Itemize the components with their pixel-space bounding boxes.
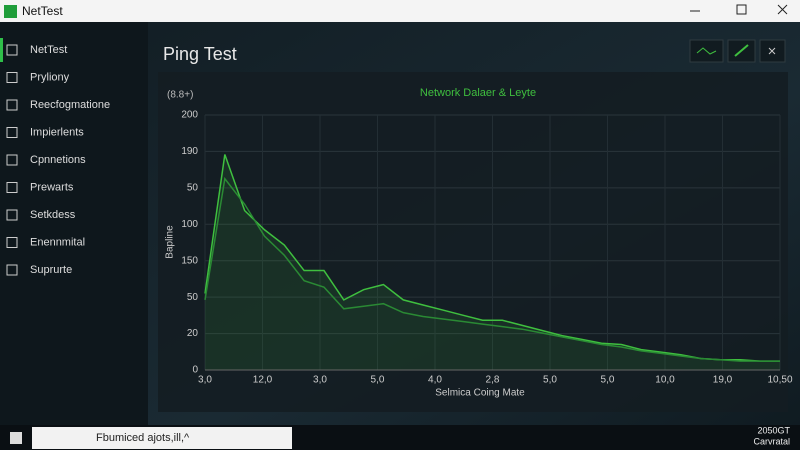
window-title: NetTest (22, 4, 63, 18)
sidebar-item[interactable]: Enennmital (30, 236, 85, 248)
sidebar-icon (6, 154, 18, 166)
x-tick-label: 5,0 (371, 375, 385, 386)
sidebar-list: NetTest Pryliony Reecfogmatione Impierlents… (6, 44, 110, 276)
x-tick-label: 3,0 (313, 375, 327, 386)
page-title: Ping Test (163, 44, 237, 64)
x-tick-label: 5,0 (601, 375, 615, 386)
x-tick-label: 10,50 (767, 375, 792, 386)
sidebar-item[interactable]: Cpnnetions (30, 154, 86, 166)
sidebar-icon (6, 182, 18, 193)
x-tick-label: 12,0 (253, 375, 273, 386)
sidebar (0, 22, 148, 425)
tool-icon (734, 44, 749, 57)
chart-badge: (8.8+) (167, 90, 193, 101)
plot: 0 20 50 150 100 50 190 200 3,0 12,0 3,0 5,0 4,0 2,8 5,… (181, 110, 793, 386)
x-axis-label: Selmica Coing Mate (435, 388, 525, 399)
sidebar-item[interactable]: NetTest (30, 44, 67, 56)
x-tick-label: 5,0 (543, 375, 557, 386)
area-fill (205, 154, 780, 370)
sidebar-item[interactable]: Impierlents (30, 126, 84, 138)
active-indicator (0, 38, 3, 62)
sidebar-icon (6, 264, 18, 276)
search-box[interactable] (32, 427, 292, 449)
sidebar-icon (6, 99, 18, 111)
sidebar-item[interactable]: Prewarts (30, 181, 74, 193)
x-tick-label: 3,0 (198, 375, 212, 386)
y-tick-label: 150 (181, 255, 198, 266)
y-tick-label: 100 (181, 219, 198, 230)
series-line (204, 154, 780, 362)
search-text: Fbumiced ajots,ill,^ (96, 432, 190, 444)
sidebar-item[interactable]: Pryliony (30, 71, 70, 83)
sidebar-icon (6, 237, 18, 248)
start-button[interactable] (10, 432, 22, 444)
maximize[interactable] (736, 4, 747, 15)
series-line (204, 176, 780, 362)
chart-icon (696, 47, 717, 55)
close-icon (768, 47, 776, 55)
date: Carvratal (753, 436, 790, 446)
sidebar-icon (6, 44, 18, 56)
x-tick-label: 4,0 (428, 375, 442, 386)
clock: 2050GT (757, 425, 790, 435)
x-tick-label: 2,8 (486, 375, 500, 386)
sidebar-item[interactable]: Suprurte (30, 264, 72, 276)
title-bar (0, 0, 800, 22)
y-tick-label: 200 (181, 110, 198, 121)
app-icon (4, 5, 17, 18)
y-tick-label: 190 (181, 146, 198, 157)
x-tick-label: 10,0 (655, 375, 675, 386)
close[interactable] (777, 4, 788, 15)
sidebar-item[interactable]: Setkdess (30, 209, 76, 221)
sidebar-item[interactable]: Reecfogmatione (30, 99, 110, 111)
y-tick-label: 50 (187, 182, 199, 193)
y-axis-label: Bapline (165, 225, 176, 259)
y-tick-label: 50 (187, 292, 199, 303)
sidebar-icon (6, 209, 18, 221)
y-tick-label: 0 (192, 365, 198, 376)
x-tick-label: 19,0 (713, 375, 733, 386)
chart-title: Network Dalaer & Leyte (420, 87, 536, 99)
y-tick-label: 20 (187, 328, 199, 339)
sidebar-icon (6, 72, 18, 83)
sidebar-icon (6, 127, 18, 138)
